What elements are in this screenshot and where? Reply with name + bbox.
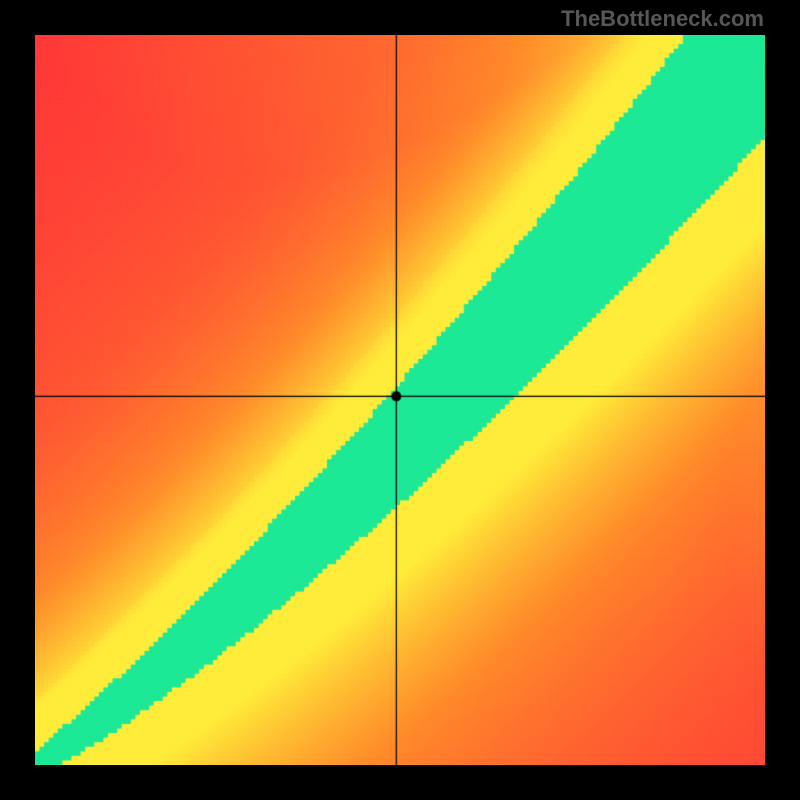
chart-container: TheBottleneck.com bbox=[0, 0, 800, 800]
bottleneck-heatmap bbox=[35, 35, 765, 765]
watermark-text: TheBottleneck.com bbox=[561, 6, 764, 32]
